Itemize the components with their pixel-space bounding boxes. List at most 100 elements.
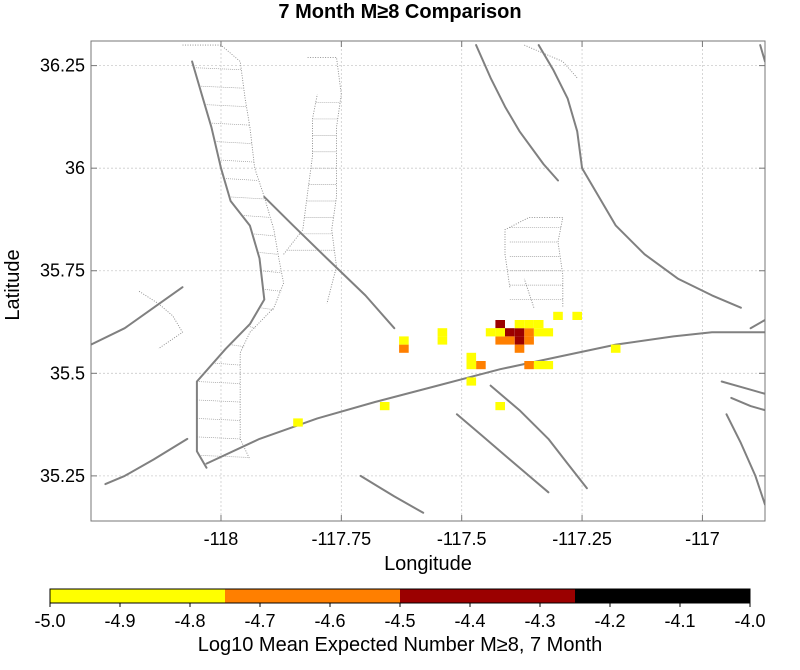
fault-hatch bbox=[196, 381, 241, 384]
heatmap-cell bbox=[399, 336, 409, 345]
heatmap-cell bbox=[476, 361, 486, 370]
colorbar-tick-label: -5.0 bbox=[34, 611, 65, 631]
heatmap-cell bbox=[572, 311, 582, 320]
plot-area bbox=[90, 40, 766, 522]
y-tick-label: 36.25 bbox=[40, 56, 85, 76]
heatmap-cells bbox=[293, 311, 621, 427]
heatmap-cell bbox=[466, 352, 477, 361]
fault-trace bbox=[104, 437, 189, 486]
plot-frame bbox=[91, 41, 765, 521]
chart-title: 7 Month M≥8 Comparison bbox=[278, 1, 521, 23]
heatmap-cell bbox=[495, 328, 505, 337]
colorbar-tick-label: -4.8 bbox=[174, 611, 205, 631]
colorbar-tick-label: -4.5 bbox=[384, 611, 415, 631]
fault-trace-dotted bbox=[523, 278, 535, 308]
fault-trace bbox=[359, 474, 425, 514]
heatmap-cell bbox=[524, 336, 534, 345]
heatmap-cell bbox=[466, 377, 477, 386]
fault-hatch bbox=[223, 178, 259, 181]
colorbar: -5.0 -4.9 -4.8 -4.7 -4.6 -4.5 -4.4 -4.3 -4.2 -4.1… bbox=[34, 588, 766, 656]
heatmap-cell bbox=[543, 361, 554, 370]
fault-trace-dotted bbox=[138, 290, 184, 350]
x-tick-label: -117 bbox=[685, 529, 720, 549]
heatmap-cell bbox=[293, 418, 303, 427]
y-tick-label: 35.25 bbox=[40, 466, 85, 486]
fault-trace bbox=[730, 396, 765, 412]
heatmap-cell bbox=[379, 402, 390, 411]
fault-trace-dotted bbox=[182, 44, 285, 460]
fault-hatch bbox=[213, 362, 241, 366]
fault-hatch bbox=[241, 215, 270, 218]
fault-trace bbox=[759, 44, 765, 63]
fault-hatch bbox=[214, 141, 252, 144]
fault-hatch bbox=[204, 104, 247, 107]
fault-hatch bbox=[259, 307, 274, 311]
colorbar-bin bbox=[225, 589, 400, 603]
heatmap-cell bbox=[610, 344, 621, 353]
colorbar-bin bbox=[50, 589, 225, 603]
fault-hatch bbox=[260, 270, 282, 274]
heatmap-cell bbox=[437, 336, 448, 345]
heatmap-cell bbox=[514, 328, 525, 337]
heatmap-cell bbox=[505, 336, 515, 345]
y-tick-label: 35.75 bbox=[40, 261, 85, 281]
fault-hatch bbox=[229, 344, 245, 347]
colorbar-ticks: -5.0 -4.9 -4.8 -4.7 -4.6 -4.5 -4.4 -4.3 -4.2 -4.1… bbox=[34, 603, 766, 631]
x-tick-label: -118 bbox=[204, 529, 239, 549]
x-tick-label: -117.5 bbox=[437, 529, 487, 549]
colorbar-tick-label: -4.0 bbox=[734, 611, 765, 631]
fault-trace bbox=[191, 60, 266, 469]
fault-trace bbox=[725, 413, 765, 506]
x-axis-label: Longitude bbox=[384, 553, 472, 575]
x-tick-label: -117.25 bbox=[552, 529, 612, 549]
heatmap-cell bbox=[514, 320, 525, 329]
fault-hatch bbox=[257, 251, 278, 255]
fault-hatch bbox=[252, 233, 275, 237]
fault-hatch bbox=[196, 436, 241, 440]
heatmap-cell bbox=[505, 328, 515, 337]
heatmap-cell bbox=[466, 361, 477, 370]
heatmap-cell bbox=[495, 336, 505, 345]
fault-trace bbox=[263, 195, 396, 330]
y-tick-label: 36 bbox=[65, 158, 85, 178]
heatmap-cell bbox=[553, 311, 563, 320]
grid-layer bbox=[91, 41, 765, 521]
heatmap-cell bbox=[399, 344, 409, 353]
fault-trace bbox=[455, 413, 550, 494]
fault-traces bbox=[91, 44, 765, 514]
colorbar-tick-label: -4.6 bbox=[314, 611, 345, 631]
heatmap-cell bbox=[514, 344, 525, 353]
y-axis-ticks: 36.25 36 35.75 35.5 35.25 bbox=[40, 56, 765, 486]
colorbar-bin bbox=[400, 589, 575, 603]
fault-trace bbox=[537, 44, 742, 309]
colorbar-bins bbox=[50, 589, 750, 603]
heatmap-cell bbox=[533, 328, 544, 337]
fault-hatch bbox=[210, 122, 250, 126]
fault-hatch bbox=[196, 418, 241, 421]
fault-trace bbox=[91, 286, 184, 346]
colorbar-tick-label: -4.2 bbox=[594, 611, 625, 631]
fault-trace bbox=[720, 380, 765, 395]
heatmap-cell bbox=[543, 328, 554, 337]
x-axis-ticks: -118 -117.75 -117.5 -117.25 -117 bbox=[204, 41, 720, 549]
colorbar-tick-label: -4.4 bbox=[454, 611, 485, 631]
colorbar-tick-label: -4.9 bbox=[104, 611, 135, 631]
colorbar-tick-label: -4.1 bbox=[664, 611, 695, 631]
y-axis-label: Latitude bbox=[2, 249, 24, 320]
fault-trace bbox=[749, 319, 765, 330]
plot-border bbox=[90, 40, 766, 522]
heatmap-cell bbox=[533, 320, 544, 329]
y-tick-label: 35.5 bbox=[50, 363, 85, 383]
heatmap-cell bbox=[514, 336, 525, 345]
fault-trace bbox=[475, 44, 559, 182]
heatmap-cell bbox=[524, 320, 534, 329]
x-tick-label: -117.75 bbox=[311, 529, 371, 549]
fault-hatch bbox=[247, 325, 256, 329]
fault-hatch bbox=[196, 399, 241, 403]
heatmap-cell bbox=[524, 328, 534, 337]
heatmap-cell bbox=[485, 328, 496, 337]
colorbar-tick-label: -4.7 bbox=[244, 611, 275, 631]
fault-trace bbox=[489, 384, 588, 490]
heatmap-cell bbox=[495, 320, 505, 329]
